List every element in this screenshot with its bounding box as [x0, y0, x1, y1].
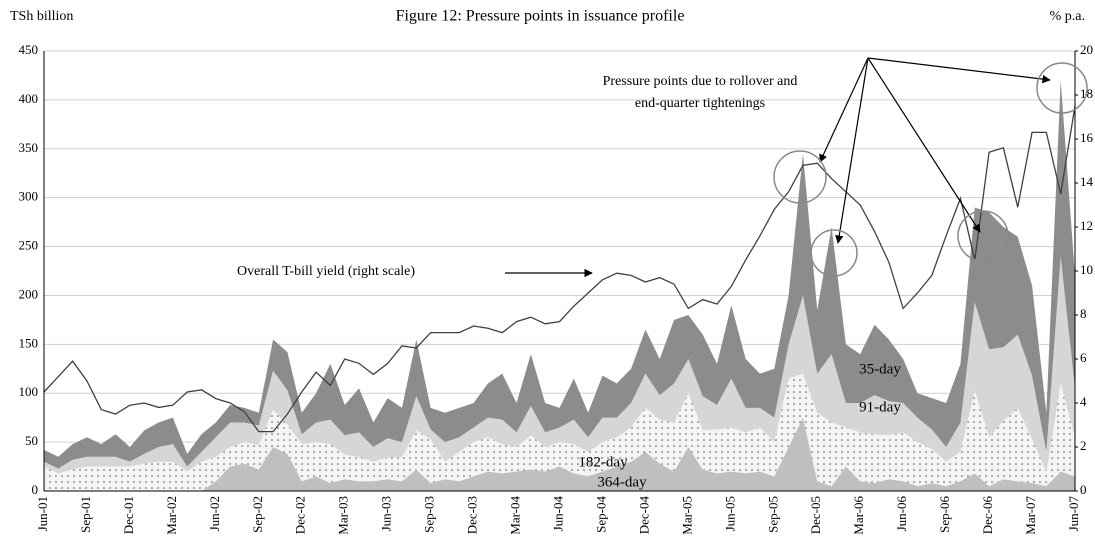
- series-label: 35-day: [859, 361, 901, 377]
- area: [44, 417, 1075, 491]
- x-tick-label: Jun-07: [1066, 496, 1081, 532]
- annotation: Pressure points due to rollover and: [603, 74, 798, 89]
- y2-tick-label: 16: [1080, 130, 1094, 145]
- x-tick-label: Sep-03: [422, 496, 437, 533]
- y-tick-label: 150: [19, 335, 39, 350]
- y2-tick-label: 14: [1080, 174, 1094, 189]
- y2-tick-label: 8: [1080, 306, 1087, 321]
- x-tick-label: Sep-06: [937, 496, 952, 533]
- x-tick-label: Jun-05: [722, 496, 737, 531]
- y2-tick-label: 20: [1080, 42, 1093, 57]
- y-tick-label: 250: [19, 238, 39, 253]
- y-tick-label: 300: [19, 189, 39, 204]
- y-tick-label: 0: [32, 482, 39, 497]
- y2-tick-label: 10: [1080, 262, 1093, 277]
- x-tick-label: Mar-06: [851, 496, 866, 535]
- x-tick-label: Mar-04: [508, 496, 523, 535]
- y-tick-label: 50: [25, 433, 38, 448]
- y-tick-label: 100: [19, 384, 39, 399]
- y2-tick-label: 2: [1080, 438, 1087, 453]
- area-texture: [44, 373, 1075, 491]
- x-tick-label: Sep-02: [250, 496, 265, 533]
- x-tick-label: Dec-01: [121, 496, 136, 534]
- x-tick-label: Sep-04: [593, 496, 608, 533]
- y-tick-label: 350: [19, 140, 39, 155]
- y2-tick-label: 4: [1080, 394, 1087, 409]
- x-tick-label: Mar-07: [1023, 496, 1038, 535]
- annotation: end-quarter tightenings: [635, 96, 765, 111]
- y-tick-label: 450: [19, 42, 39, 57]
- y-axis-label: TSh billion: [10, 9, 73, 24]
- chart-title: Figure 12: Pressure points in issuance p…: [396, 8, 685, 25]
- x-tick-label: Jun-06: [894, 496, 909, 532]
- x-tick-label: Dec-04: [636, 496, 651, 535]
- x-tick-label: Jun-03: [379, 496, 394, 531]
- series-label: 364-day: [597, 474, 647, 490]
- area: [44, 80, 1075, 469]
- x-tick-label: Mar-05: [679, 496, 694, 535]
- y-tick-label: 400: [19, 91, 39, 106]
- circles: [773, 62, 1088, 277]
- annotation: Overall T-bill yield (right scale): [237, 264, 415, 279]
- x-tick-label: Dec-03: [465, 496, 480, 534]
- y2-axis-label: % p.a.: [1050, 9, 1085, 24]
- x-tick-label: Jun-02: [207, 496, 222, 531]
- x-tick-label: Dec-06: [980, 496, 995, 535]
- arrows: [819, 57, 1051, 244]
- series-label: 91-day: [859, 399, 901, 415]
- x-tick-label: Sep-05: [765, 496, 780, 533]
- y2-tick-label: 6: [1080, 350, 1087, 365]
- y-tick-label: 200: [19, 286, 39, 301]
- x-tick-label: Jun-04: [550, 496, 565, 532]
- x-tick-label: Dec-05: [808, 496, 823, 534]
- x-tick-label: Mar-02: [164, 496, 179, 535]
- line: [43, 105, 1076, 433]
- x-tick-label: Sep-01: [78, 496, 93, 533]
- x-tick-label: Jun-01: [35, 496, 50, 531]
- x-tick-label: Dec-02: [293, 496, 308, 534]
- y2-tick-label: 12: [1080, 218, 1093, 233]
- area: [44, 256, 1075, 474]
- y2-tick-label: 0: [1080, 482, 1087, 497]
- series-label: 182-day: [578, 454, 628, 470]
- x-tick-label: Mar-03: [336, 496, 351, 535]
